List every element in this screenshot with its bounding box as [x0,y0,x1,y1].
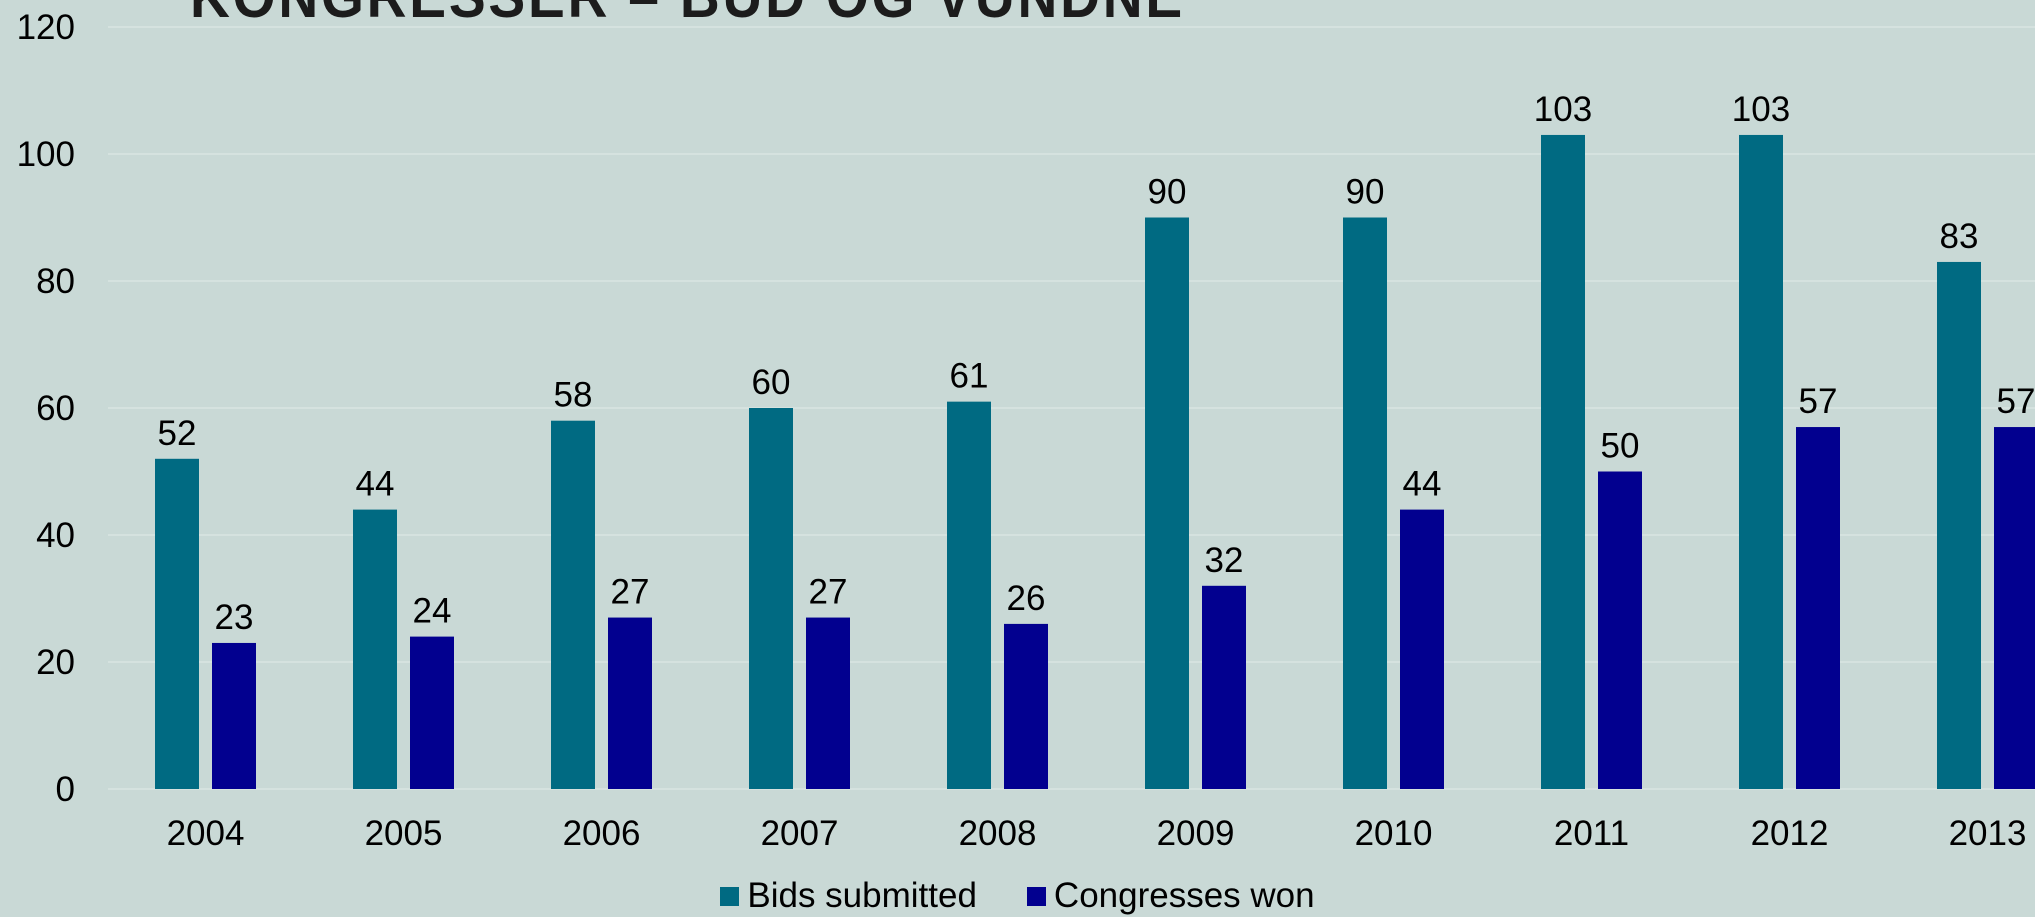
bar-bids [1145,217,1189,789]
data-label: 60 [752,363,791,402]
bar-won [1994,427,2035,789]
x-tick-label: 2006 [563,814,641,853]
data-label: 52 [158,414,197,453]
legend-swatch-won [1026,886,1046,906]
bar-won [1202,585,1246,789]
data-label: 24 [413,592,452,631]
data-label: 23 [215,598,254,637]
bar-bids [1739,134,1783,789]
bar-bids [1541,134,1585,789]
x-tick-label: 2007 [761,814,839,853]
x-tick-label: 2011 [1554,814,1629,853]
legend-label-won: Congresses won [1053,876,1315,915]
bar-bids [1937,261,1981,789]
data-label: 26 [1007,579,1046,618]
x-tick-label: 2010 [1355,814,1433,853]
bar-bids [155,458,199,789]
bars: 52 23 44 24 58 27 60 27 61 26 90 32 90 44 103 50 103 57 83… [155,90,2035,789]
bar-bids [749,408,793,789]
y-tick-label: 40 [36,516,75,555]
data-label: 90 [1346,173,1385,212]
legend-item-won: Congresses won [1026,876,1315,916]
legend-label-bids: Bids submitted [747,876,977,915]
y-axis: 0 20 40 60 80 100 120 [17,8,75,809]
data-label: 57 [1997,382,2035,421]
y-tick-label: 120 [17,8,75,47]
bar-bids [1343,217,1387,789]
y-tick-label: 100 [17,135,75,174]
x-tick-label: 2013 [1949,814,2027,853]
data-label: 61 [950,357,989,396]
legend: Bids submitted Congresses won [0,876,2035,916]
data-label: 50 [1601,427,1640,466]
data-label: 44 [356,465,395,504]
x-tick-label: 2005 [365,814,443,853]
data-label: 27 [809,573,848,612]
data-label: 27 [611,573,650,612]
x-tick-label: 2012 [1751,814,1829,853]
data-label: 103 [1534,90,1592,129]
data-label: 90 [1148,173,1187,212]
y-tick-label: 80 [36,262,75,301]
y-tick-label: 60 [36,389,75,428]
y-tick-label: 20 [36,643,75,682]
bar-bids [947,401,991,789]
bar-bids [551,420,595,789]
data-label: 32 [1205,541,1244,580]
bar-won [608,617,652,789]
bar-won [806,617,850,789]
x-tick-label: 2009 [1157,814,1235,853]
data-label: 58 [554,376,593,415]
data-label: 83 [1940,217,1979,256]
data-label: 57 [1799,382,1838,421]
bar-won [1004,623,1048,789]
bar-won [410,636,454,789]
legend-swatch-bids [720,886,740,906]
chart-title: KONGRESSER – BUD OG VUNDNE [190,0,1185,31]
bar-won [1796,427,1840,789]
bar-won [1598,471,1642,789]
y-tick-label: 0 [56,770,75,809]
x-axis: 2004 2005 2006 2007 2008 2009 2010 2011 2012 2013 [167,814,2027,853]
bar-won [212,642,256,789]
data-label: 103 [1732,90,1790,129]
x-tick-label: 2004 [167,814,245,853]
bar-won [1400,509,1444,789]
legend-item-bids: Bids submitted [720,876,977,916]
bar-bids [353,509,397,789]
x-tick-label: 2008 [959,814,1037,853]
data-label: 44 [1403,465,1442,504]
